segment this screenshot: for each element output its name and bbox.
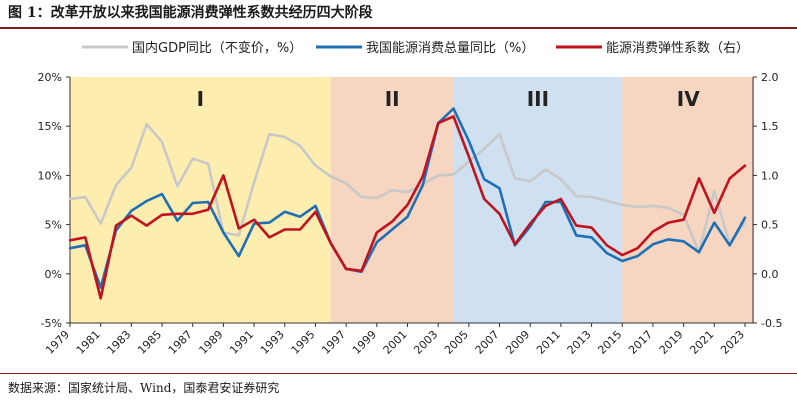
x-tick-label: 2003 [411,328,440,357]
x-tick-label: 1999 [350,328,379,357]
phase-band-4 [622,77,755,323]
x-tick-label: 1989 [197,328,226,357]
right-tick-label: 1.0 [761,169,779,182]
x-tick-label: 2001 [381,328,410,357]
right-tick-label: 2.0 [761,71,779,84]
x-tick-label: 1997 [319,328,348,357]
left-tick-label: 20% [38,71,62,84]
left-tick-label: 5% [45,219,62,232]
x-tick-label: 1987 [166,328,195,357]
right-tick-label: 0.0 [761,268,779,281]
phase-label-1: I [197,87,204,111]
x-tick-label: 2017 [626,328,655,357]
x-tick-label: 2021 [687,328,716,357]
x-tick-label: 2009 [503,328,532,357]
legend: 国内GDP同比（不变价，%） 我国能源消费总量同比（%） 能源消费弹性系数（右） [82,40,749,56]
right-tick-label: 1.5 [761,120,779,133]
source-divider [0,373,797,374]
figure-title: 图 1：改革开放以来我国能源消费弹性系数共经历四大阶段 [8,5,373,21]
x-tick-label: 1991 [227,328,256,357]
x-tick-label: 2023 [718,328,747,357]
x-tick-label: 1981 [74,328,103,357]
series-line-1 [68,122,747,254]
x-tick-label: 2011 [534,328,563,357]
right-tick-label: -0.5 [761,317,782,330]
legend-label-1: 国内GDP同比（不变价，%） [132,40,302,56]
x-tick-label: 2007 [473,328,502,357]
title-divider [0,27,797,29]
x-tick-label: 2013 [565,328,594,357]
energy-elasticity-chart: I II III IV -5%0%5%10%15%20%-0.50.00.51.01.… [38,40,783,357]
phase-band-3 [453,77,623,323]
x-tick-label: 1979 [43,328,72,357]
phase-label-3: III [527,87,549,111]
phase-label-4: IV [677,87,700,111]
phase-bands [70,77,755,323]
phase-label-2: II [385,87,400,111]
right-tick-label: 0.5 [761,219,779,232]
phase-labels: I II III IV [197,87,701,111]
legend-label-3: 能源消费弹性系数（右） [606,41,749,56]
x-tick-label: 1995 [289,328,318,357]
left-tick-label: -5% [41,317,62,330]
series-line-3 [68,115,747,300]
legend-label-2: 我国能源消费总量同比（%） [366,41,534,56]
x-tick-label: 1993 [258,328,287,357]
x-tick-label: 2015 [595,328,624,357]
figure-source: 数据来源：国家统计局、Wind，国泰君安证券研究 [8,381,280,395]
phase-band-1 [70,77,331,323]
left-tick-label: 0% [45,268,62,281]
x-tick-label: 1983 [104,328,133,357]
left-tick-label: 15% [38,120,62,133]
phase-band-2 [330,77,454,323]
x-tick-label: 2019 [657,328,686,357]
left-tick-label: 10% [38,169,62,182]
x-tick-label: 1985 [135,328,164,357]
x-tick-label: 2005 [442,328,471,357]
series-lines [68,107,747,300]
